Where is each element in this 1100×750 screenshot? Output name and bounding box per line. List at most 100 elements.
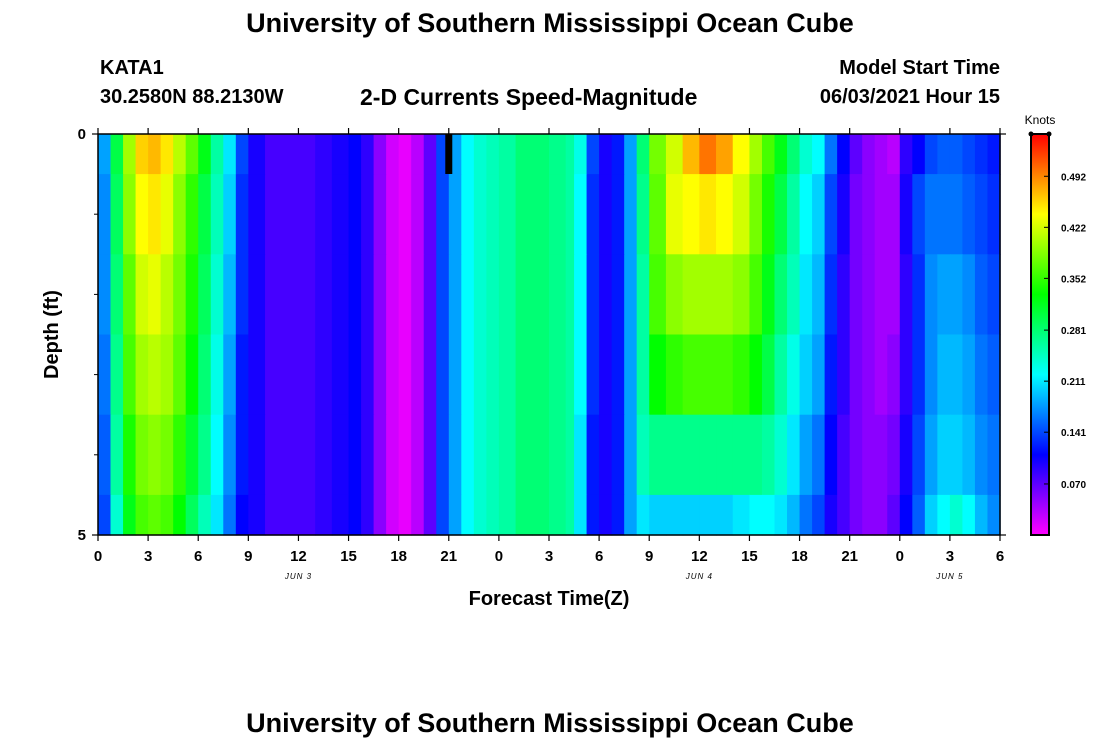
heatmap-cell (423, 414, 437, 496)
heatmap-cell (987, 414, 1001, 496)
heatmap-cell (173, 494, 187, 536)
heatmap-cell (423, 134, 437, 175)
heatmap-cell (423, 334, 437, 416)
station-id: KATA1 (100, 57, 164, 79)
x-tick-label: 21 (440, 548, 457, 565)
x-tick-label: 3 (545, 548, 553, 565)
heatmap-cell (411, 174, 425, 255)
heatmap-cell (624, 174, 638, 255)
heatmap-cell (373, 134, 387, 175)
heatmap-cell (135, 134, 149, 175)
heatmap-cell (515, 174, 533, 255)
heatmap-cell (123, 254, 137, 336)
heatmap-cell (874, 254, 888, 336)
heatmap-cell (849, 174, 863, 255)
x-tick-label: 3 (144, 548, 152, 565)
heatmap-cell (298, 414, 316, 496)
heatmap-cell (699, 174, 717, 255)
day-label: JUN 3 (284, 572, 312, 581)
heatmap-cell (315, 254, 333, 336)
heatmap-cell (473, 134, 487, 175)
heatmap-cell (924, 174, 938, 255)
y-tick-label: 5 (78, 527, 86, 544)
heatmap-cell (565, 334, 575, 416)
heatmap-cell (565, 494, 575, 536)
heatmap-cell (665, 334, 684, 416)
heatmap-cell (373, 414, 387, 496)
heatmap-cell (611, 494, 625, 536)
heatmap-cell (315, 494, 333, 536)
speed-heatmap-chart: 0 3 6 9 12 15 18 21 0 3 6 9 12 15 18 21 0 3 6 JUN 3 JUN 4 JUN… (41, 113, 1086, 610)
heatmap-cell (682, 494, 700, 536)
heatmap-cell (962, 174, 976, 255)
heatmap-cell (962, 134, 976, 175)
heatmap-cell (824, 174, 838, 255)
heatmap-cell (265, 254, 283, 336)
heatmap-cell (498, 174, 517, 255)
heatmap-cell (235, 174, 249, 255)
heatmap-cell (448, 414, 462, 496)
heatmap-cell (586, 174, 600, 255)
heatmap-cell (373, 254, 387, 336)
heatmap-cell (123, 134, 137, 175)
heatmap-cell (160, 174, 174, 255)
colorbar-tick-label: 0.211 (1061, 377, 1086, 388)
heatmap-cell (185, 414, 199, 496)
colorbar-label: Knots (1025, 113, 1056, 127)
heatmap-cell (361, 494, 375, 536)
heatmap-cell (649, 414, 667, 496)
heatmap-cell (862, 254, 876, 336)
heatmap-cell (837, 414, 851, 496)
heatmap-cell (123, 174, 137, 255)
heatmap-cell (899, 254, 913, 336)
x-tick-label: 15 (741, 548, 758, 565)
heatmap-cell (974, 254, 989, 336)
heatmap-cell (716, 494, 734, 536)
heatmap-cell (912, 174, 926, 255)
heatmap-cell (937, 254, 951, 336)
heatmap-cell (649, 254, 667, 336)
heatmap-cell (549, 134, 567, 175)
heatmap-cell (110, 174, 124, 255)
heatmap-cell (486, 254, 500, 336)
heatmap-cell (962, 414, 976, 496)
x-tick-label: 21 (841, 548, 858, 565)
heatmap-cell (665, 174, 684, 255)
heatmap-cell (574, 254, 588, 336)
heatmap-cell (599, 134, 613, 175)
heatmap-cell (498, 254, 517, 336)
x-tick-label: 9 (645, 548, 653, 565)
heatmap-cell (682, 414, 700, 496)
heatmap-cell (235, 134, 249, 175)
heatmap-cell (398, 174, 412, 255)
heatmap-cell (862, 414, 876, 496)
heatmap-cell (473, 494, 487, 536)
heatmap-cell (486, 174, 500, 255)
heatmap-cell (799, 494, 813, 536)
heatmap-cell (874, 334, 888, 416)
heatmap-cell (398, 414, 412, 496)
heatmap-cell (361, 334, 375, 416)
heatmap-cell (699, 414, 717, 496)
heatmap-cell (949, 494, 964, 536)
heatmap-cell (110, 134, 124, 175)
heatmap-cell (824, 414, 838, 496)
heatmap-cell (173, 134, 187, 175)
heatmap-cell (549, 494, 567, 536)
heatmap-cell (774, 494, 788, 536)
x-tick-label: 6 (996, 548, 1004, 565)
heatmap-cell (887, 134, 901, 175)
heatmap-cell (787, 134, 801, 175)
heatmap-cell (586, 494, 600, 536)
heatmap-cell (532, 134, 550, 175)
chart-title: 2-D Currents Speed-Magnitude (360, 84, 698, 110)
heatmap-cell (386, 334, 400, 416)
model-start-label: Model Start Time (839, 57, 1000, 79)
heatmap-cell (937, 174, 951, 255)
heatmap-cell (373, 494, 387, 536)
heatmap-cell (732, 494, 751, 536)
station-coordinates: 30.2580N 88.2130W (100, 86, 284, 108)
heatmap-cell (624, 134, 638, 175)
heatmap-cell (899, 134, 913, 175)
heatmap-cell (787, 254, 801, 336)
